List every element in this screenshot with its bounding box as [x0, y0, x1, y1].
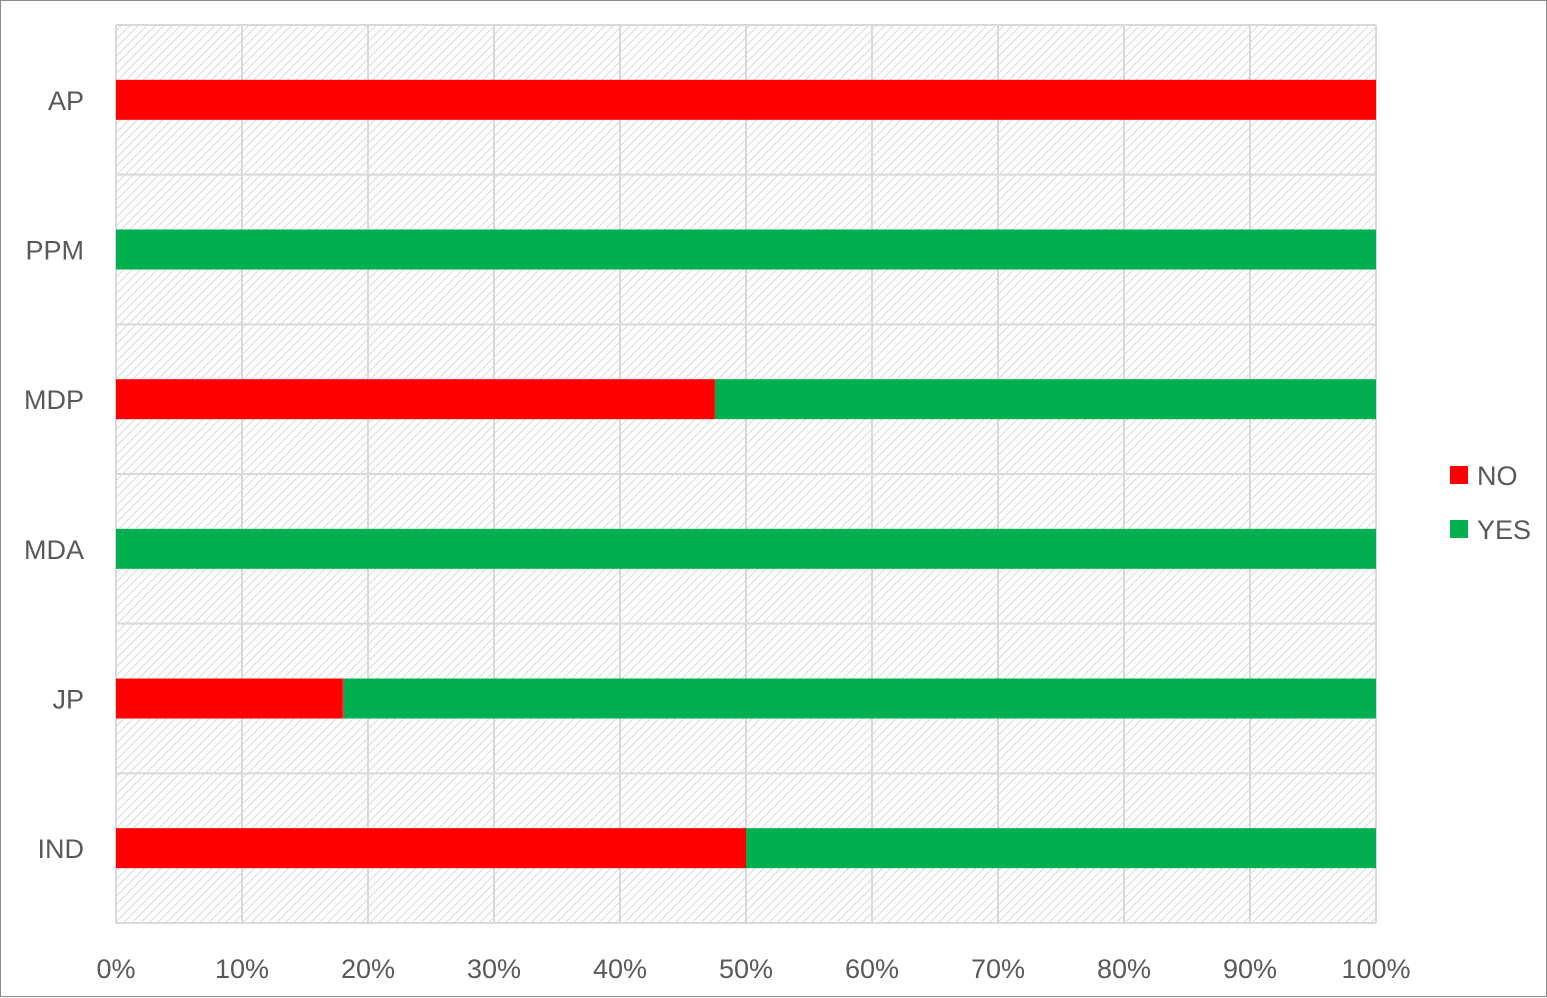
x-tick-label: 50% [719, 954, 773, 984]
x-tick-label: 40% [593, 954, 647, 984]
bar-yes-mda [116, 528, 1376, 569]
x-axis-ticks: 0% 10% 20% 30% 40% 50% 60% 70% 80% 90% 100% [96, 954, 1410, 984]
category-label: JP [52, 685, 84, 715]
legend-label-yes: YES [1477, 515, 1531, 545]
bar-yes-ind [746, 828, 1376, 869]
x-tick-label: 60% [845, 954, 899, 984]
category-label: IND [38, 834, 85, 864]
x-tick-label: 10% [215, 954, 269, 984]
x-tick-label: 90% [1223, 954, 1277, 984]
legend-swatch-no [1450, 466, 1468, 484]
x-tick-label: 80% [1097, 954, 1151, 984]
x-tick-label: 0% [96, 954, 135, 984]
y-axis-categories: IND JP MDA MDP PPM AP [24, 86, 84, 864]
x-tick-label: 100% [1341, 954, 1410, 984]
bar-no-ap [116, 79, 1376, 120]
bar-yes-mdp [714, 379, 1376, 420]
bar-no-ind [116, 828, 746, 869]
bar-no-mdp [116, 379, 715, 420]
category-label: MDA [24, 535, 84, 565]
category-label: AP [48, 86, 84, 116]
bars [116, 79, 1376, 869]
legend: NO YES [1450, 461, 1531, 545]
legend-swatch-yes [1450, 520, 1468, 538]
bar-no-jp [116, 678, 343, 719]
legend-label-no: NO [1477, 461, 1518, 491]
bar-yes-jp [342, 678, 1376, 719]
category-label: MDP [24, 385, 84, 415]
gridlines [115, 24, 1377, 924]
x-tick-label: 30% [467, 954, 521, 984]
x-tick-label: 70% [971, 954, 1025, 984]
x-tick-label: 20% [341, 954, 395, 984]
bar-yes-ppm [116, 229, 1376, 270]
category-label: PPM [25, 236, 84, 266]
